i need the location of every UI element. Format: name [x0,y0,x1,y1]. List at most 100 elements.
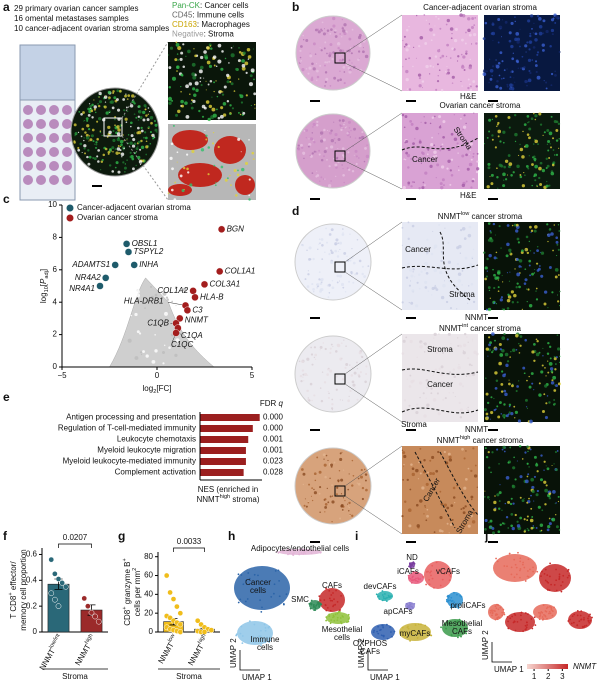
cell-point [393,630,396,633]
texture [491,21,494,24]
texture [352,383,356,387]
texture [471,256,474,259]
texture [557,224,560,226]
texture [461,85,463,87]
texture [509,83,513,87]
texture [508,403,512,407]
texture [405,151,408,155]
texture [549,143,551,145]
texture [95,111,97,114]
cell-point [408,604,410,607]
cell-point [519,576,521,579]
cell-point [406,603,409,605]
texture [112,138,116,143]
texture [487,286,491,289]
texture [171,76,177,81]
texture [130,134,134,138]
texture [495,408,497,410]
texture [539,183,543,186]
texture [424,280,428,284]
texture [114,166,117,169]
texture [336,255,340,258]
texture [439,490,442,493]
texture [495,59,497,61]
texture [471,364,473,367]
texture [209,79,213,83]
texture [497,129,502,134]
texture [519,147,524,152]
texture [140,129,144,133]
texture [493,409,496,412]
texture [307,397,309,399]
texture [131,94,135,98]
texture [146,118,150,122]
texture [221,50,224,53]
texture [547,149,550,152]
y-tick-label: 10 [48,200,57,209]
texture [320,238,324,241]
texture [491,138,494,141]
texture [207,173,210,176]
texture [422,392,425,395]
texture [336,486,339,489]
texture [530,372,534,376]
cell-point [239,632,242,635]
texture [423,342,427,346]
texture [526,527,529,530]
texture [149,131,152,134]
texture [523,372,526,374]
texture [476,486,478,488]
cell-point [439,584,442,587]
texture [361,497,365,501]
cell-point [445,627,447,630]
texture [535,70,538,74]
texture [162,350,166,354]
cell-point [570,622,573,625]
texture [401,113,405,117]
texture [525,398,528,402]
texture [220,67,224,71]
texture [312,122,316,126]
cell-point [457,607,460,609]
zoom-box [103,117,123,137]
cell-point [312,606,315,608]
texture [241,66,246,71]
texture [476,167,480,171]
cell-point [539,614,542,616]
texture [558,51,561,53]
texture [132,167,135,171]
texture [312,126,314,128]
texture [541,509,544,512]
texture [499,51,503,55]
texture [473,33,477,37]
texture [237,111,240,114]
texture [170,188,174,192]
texture [484,490,486,492]
texture [464,42,467,45]
texture [519,143,521,146]
texture [530,117,534,121]
texture [96,155,99,158]
texture [456,142,459,145]
texture [428,56,432,60]
cell-point [375,593,378,596]
texture [521,55,524,58]
texture [546,180,548,183]
texture [164,311,168,316]
zoom-box [334,485,346,497]
texture [545,184,549,188]
texture [427,290,430,292]
texture [464,256,468,260]
texture [489,341,492,345]
texture [522,366,526,370]
texture [199,65,204,70]
texture [442,398,445,401]
texture [320,139,324,143]
cell-point [270,595,273,598]
texture [492,65,495,68]
y-tick-label: 6 [53,265,58,274]
texture [117,127,119,129]
texture [472,80,476,84]
texture [252,158,255,160]
bar [200,447,246,454]
